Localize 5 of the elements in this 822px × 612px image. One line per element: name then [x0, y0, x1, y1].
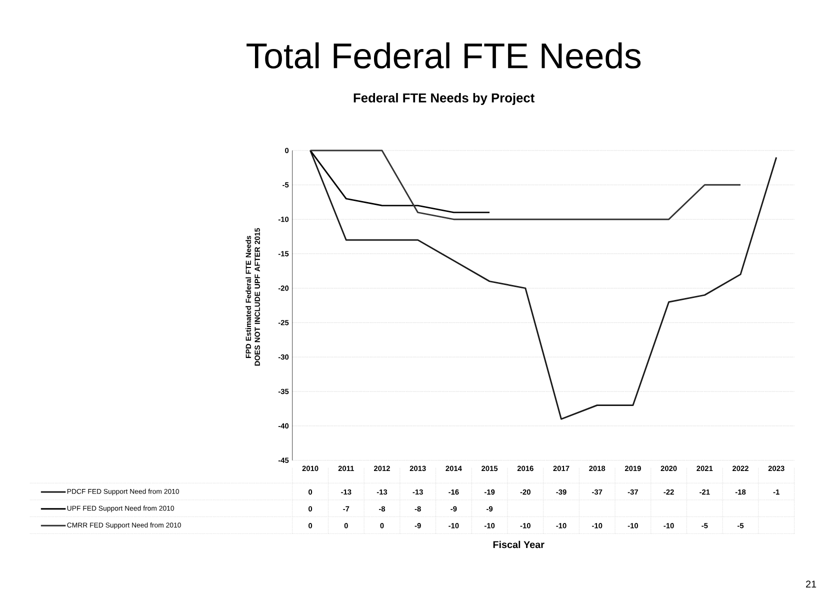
text: Fiscal Year	[493, 540, 544, 548]
chart-title: Total Federal FTE Needs	[246, 42, 641, 69]
chart-subtitle: Federal FTE Needs by Project	[354, 93, 535, 106]
line-series	[310, 150, 490, 214]
text: 21	[806, 580, 816, 588]
